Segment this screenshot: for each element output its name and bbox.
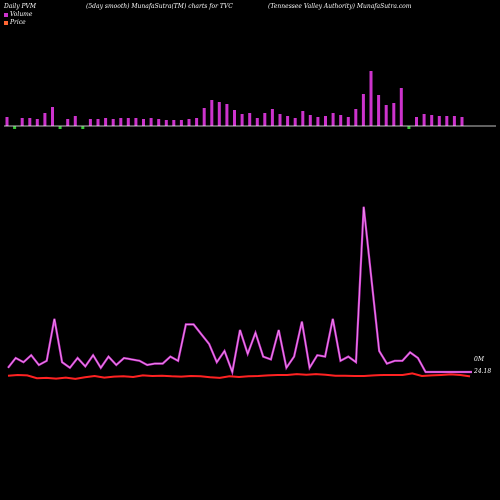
volume-bar [392, 103, 396, 126]
volume-bar [331, 113, 335, 126]
volume-bar [339, 115, 343, 126]
volume-bar [126, 118, 130, 126]
chart-header-center: (5day smooth) MunafaSutra(TM) charts for… [86, 3, 233, 10]
volume-bar [73, 116, 77, 126]
legend-label-price: Price [10, 19, 26, 26]
volume-bar [157, 119, 161, 126]
volume-bar [58, 126, 62, 129]
volume-bar [217, 102, 221, 126]
legend-item-volume: Volume [4, 11, 32, 18]
volume-swatch-icon [4, 12, 8, 17]
volume-bar [13, 126, 17, 129]
volume-bar [179, 120, 183, 126]
volume-bar [51, 107, 54, 126]
volume-bar [104, 118, 108, 126]
volume-bar [225, 104, 229, 126]
price-swatch-icon [4, 20, 8, 25]
volume-bar [407, 126, 411, 129]
volume-bar [316, 117, 320, 126]
volume-bar [286, 116, 290, 126]
volume-bar [369, 71, 373, 126]
volume-bar [377, 95, 381, 126]
volume-bar [88, 119, 92, 126]
volume-line [7, 206, 472, 377]
volume-bar [445, 116, 449, 126]
volume-bar [452, 116, 456, 126]
volume-bar [35, 119, 39, 126]
price-last-label: 24.18 [474, 368, 492, 375]
volume-bar [278, 114, 282, 126]
volume-bar [66, 119, 70, 126]
volume-bar [399, 88, 403, 126]
volume-bar [270, 109, 274, 126]
volume-bar [308, 115, 312, 126]
volume-bar [28, 118, 32, 126]
legend-label-volume: Volume [10, 11, 33, 18]
volume-bar [293, 118, 297, 126]
volume-bar [111, 119, 115, 126]
chart-header-left: Daily PVM [4, 3, 37, 10]
volume-bar [43, 113, 47, 126]
volume-bar [324, 116, 327, 126]
chart-header-right: (Tennessee Valley Authority) MunafaSutra… [268, 3, 412, 10]
volume-bar [248, 113, 252, 126]
volume-bar [195, 118, 199, 126]
volume-bar [240, 114, 244, 126]
volume-bar [422, 114, 426, 126]
volume-bar [430, 115, 434, 126]
volume-line-highlight [7, 206, 472, 374]
volume-bar [142, 119, 145, 126]
volume-bar [415, 117, 418, 126]
price-line [7, 372, 471, 380]
volume-bar [5, 117, 9, 126]
volume-bar [202, 108, 206, 126]
volume-bar [164, 120, 168, 126]
volume-bar [384, 105, 388, 126]
volume-bar [460, 117, 464, 126]
volume-bar [361, 94, 365, 126]
volume-bars [5, 71, 464, 129]
volume-bar [20, 118, 24, 126]
volume-bar [119, 118, 123, 126]
volume-bar [96, 119, 100, 126]
volume-bar [301, 111, 305, 126]
volume-bar [354, 109, 358, 126]
volume-bar [346, 117, 350, 126]
volume-bar [437, 116, 441, 126]
volume-bar [187, 119, 191, 126]
legend-item-price: Price [4, 19, 26, 26]
volume-bar [233, 110, 236, 126]
volume-bar [81, 126, 85, 129]
volume-bar [210, 100, 214, 126]
volume-bar [149, 118, 153, 126]
volume-bar [255, 118, 259, 126]
volume-last-label: 0M [474, 356, 484, 363]
volume-bar [263, 113, 267, 126]
volume-bar [172, 120, 176, 126]
volume-bar [134, 118, 138, 126]
